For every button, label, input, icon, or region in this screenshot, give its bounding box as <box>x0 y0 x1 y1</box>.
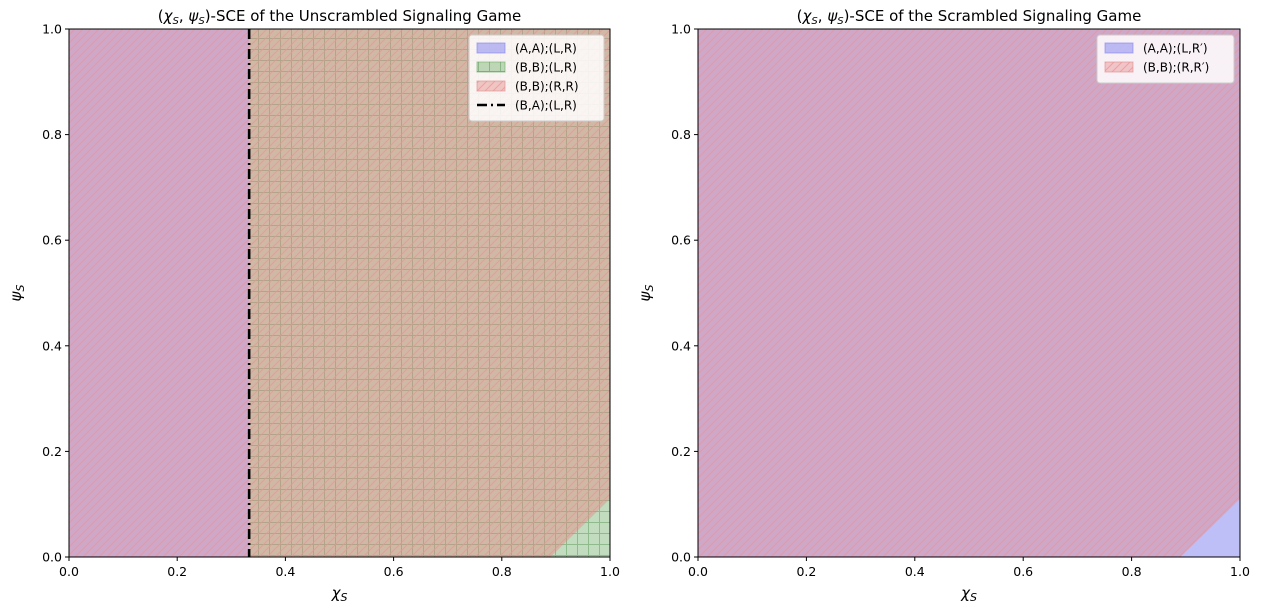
legend-swatch-hatch <box>1105 62 1133 72</box>
legend-swatch-hatch <box>477 81 505 91</box>
x-tick-label: 0.8 <box>1122 564 1142 579</box>
x-tick-label: 0.0 <box>59 564 79 579</box>
x-axis-label: χS <box>331 584 348 604</box>
x-tick-label: 0.0 <box>688 564 708 579</box>
x-tick-label: 1.0 <box>600 564 620 579</box>
x-tick-label: 0.6 <box>1013 564 1033 579</box>
y-axis-label: ψS <box>7 285 27 302</box>
legend-label: (A,A);(L,R′) <box>1143 42 1208 56</box>
x-tick-label: 1.0 <box>1230 564 1250 579</box>
y-tick-label: 0.2 <box>671 444 691 459</box>
y-tick-label: 0.4 <box>42 338 62 353</box>
legend-swatch <box>476 42 506 54</box>
legend: (A,A);(L,R) (B,B);(L,R) (B,B);(R,R) (B,A);(… <box>468 34 605 122</box>
legend-swatch <box>1104 42 1134 54</box>
y-axis-label: ψS <box>636 285 656 302</box>
legend-label: (B,B);(R,R) <box>515 80 579 94</box>
y-tick-label: 0.8 <box>42 127 62 142</box>
chart-panel-2: 0.0 0.2 0.4 0.6 0.8 1.0 0.0 0.2 0.4 0.6 0.8 1.0 (χS,… <box>636 7 1250 604</box>
y-tick-label: 0.6 <box>671 233 691 248</box>
region-2-hatch <box>698 29 1240 557</box>
chart-title: (χS, ψS)-SCE of the Scrambled Signaling … <box>797 7 1142 27</box>
y-tick-label: 0.0 <box>671 550 691 565</box>
legend: (A,A);(L,R′) (B,B);(R,R′) <box>1096 34 1235 84</box>
x-tick-label: 0.8 <box>492 564 512 579</box>
chart-panel-1: 0.0 0.2 0.4 0.6 0.8 1.0 0.0 0.2 0.4 0.6 0.8 1.0 (χS,… <box>7 7 620 604</box>
chart-title: (χS, ψS)-SCE of the Unscrambled Signalin… <box>158 7 521 27</box>
x-tick-label: 0.2 <box>796 564 816 579</box>
legend-label: (B,A);(L,R) <box>515 99 577 113</box>
legend-box <box>468 34 605 122</box>
legend-label: (A,A);(L,R) <box>515 42 577 56</box>
plot-frame <box>697 28 1241 558</box>
y-tick-label: 1.0 <box>42 22 62 37</box>
y-tick-label: 1.0 <box>671 22 691 37</box>
x-tick-label: 0.4 <box>905 564 925 579</box>
y-tick-label: 0.6 <box>42 233 62 248</box>
x-tick-label: 0.6 <box>384 564 404 579</box>
x-tick-label: 0.2 <box>167 564 187 579</box>
legend-swatch-hatch <box>477 62 505 72</box>
legend-label: (B,B);(R,R′) <box>1143 61 1209 75</box>
y-tick-label: 0.2 <box>42 444 62 459</box>
y-tick-label: 0.0 <box>42 550 62 565</box>
y-tick-label: 0.4 <box>671 338 691 353</box>
plot-frame <box>68 28 611 558</box>
legend-label: (B,B);(L,R) <box>515 61 577 75</box>
y-tick-label: 0.8 <box>671 127 691 142</box>
region-3-hatch <box>69 29 610 557</box>
x-tick-label: 0.4 <box>275 564 295 579</box>
x-axis-label: χS <box>960 584 977 604</box>
